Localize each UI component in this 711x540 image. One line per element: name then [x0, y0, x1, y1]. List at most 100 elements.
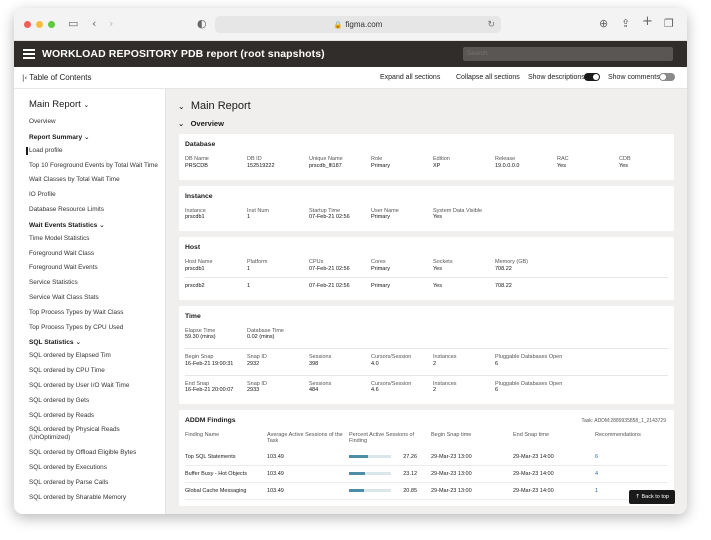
snap-field-label: Pluggable Databases Open — [495, 354, 563, 360]
finding-name[interactable]: Global Cache Messaging — [185, 488, 247, 494]
host-cell: Primary — [371, 282, 390, 289]
sidebar-main-label: Main Report — [29, 99, 81, 110]
sidebar-toggle-icon[interactable]: ▭ — [68, 17, 79, 30]
host-cell: 07-Feb-21 02:56 — [309, 282, 350, 289]
toc-header[interactable]: |‹ Table of Contents — [22, 73, 92, 82]
chevron-down-icon: ⌄ — [178, 119, 185, 128]
snap-field: Sessions 398 — [309, 354, 371, 368]
sidebar-item[interactable]: Time Model Statistics — [29, 234, 90, 242]
addm-finding-row[interactable]: Top SQL Statements 103.49 27.26 29-Mar-23 1… — [185, 449, 668, 466]
sidebar-section-wait-events[interactable]: Wait Events Statistics ⌄ — [29, 221, 165, 229]
sidebar-item[interactable]: SQL ordered by User I/O Wait Time — [29, 381, 130, 389]
sidebar-item[interactable]: Service Wait Class Stats — [29, 293, 99, 301]
collapse-all-button[interactable]: Collapse all sections — [456, 74, 520, 81]
host-row: prscdb2 1 07-Feb-21 02:56 Primary Yes 708.22 — [185, 283, 668, 290]
sidebar-item[interactable]: Top 10 Foreground Events by Total Wait T… — [29, 161, 158, 169]
host-cell: prscdb2 — [185, 282, 205, 289]
recommendations-link[interactable]: 1 — [595, 488, 599, 494]
close-window-button[interactable] — [24, 21, 31, 28]
sidebar-item[interactable]: SQL ordered by Reads — [29, 411, 95, 419]
host-column-header: Cores — [371, 259, 386, 265]
finding-begin: 29-Mar-23 13:00 — [431, 454, 472, 460]
snap-field-label: Instances — [433, 354, 457, 360]
sidebar-item-overview[interactable]: Overview — [29, 118, 56, 125]
collapse-toc-icon[interactable]: |‹ — [22, 74, 28, 82]
percent-value: 23.12 — [403, 471, 417, 477]
field-value: Yes — [619, 162, 628, 169]
host-cell: 1 — [247, 282, 251, 289]
sidebar-item[interactable]: Service Statistics — [29, 279, 78, 287]
sidebar-item[interactable]: Foreground Wait Class — [29, 249, 95, 257]
sidebar-item[interactable]: Wait Classes by Total Wait Time — [29, 176, 120, 184]
sidebar-item[interactable]: SQL ordered by Sharable Memory — [29, 493, 127, 501]
finding-end: 29-Mar-23 14:00 — [513, 471, 554, 477]
back-to-top-button[interactable]: ↑ Back to top — [629, 490, 675, 504]
sidebar-item[interactable]: SQL ordered by Elapsed Tim — [29, 352, 111, 360]
sidebar-item[interactable]: SQL ordered by Gets — [29, 396, 90, 404]
finding-percent: 23.12 — [349, 471, 431, 477]
divider — [185, 374, 668, 376]
tab-overview-icon[interactable]: ❐ — [664, 17, 674, 30]
show-comments-toggle[interactable] — [659, 73, 675, 81]
minimize-window-button[interactable] — [36, 21, 43, 28]
snap-field-value: 2 — [433, 387, 437, 393]
overview-heading[interactable]: ⌄ Overview — [178, 119, 677, 128]
sidebar-item[interactable]: SQL ordered by Parse Calls — [29, 478, 109, 486]
sidebar-item[interactable]: IO Profile — [29, 191, 56, 199]
field-value: Yes — [433, 214, 442, 220]
sidebar-item[interactable]: SQL ordered by Executions — [29, 463, 107, 471]
sidebar-item[interactable]: Top Process Types by Wait Class — [29, 308, 124, 316]
field: Release 19.0.0.0.0 — [495, 156, 557, 170]
reload-icon[interactable]: ↻ — [487, 19, 495, 29]
field-label: Startup Time — [309, 207, 341, 214]
section-label: Report Summary — [29, 133, 83, 141]
expand-all-button[interactable]: Expand all sections — [380, 74, 441, 81]
snap-field-label: Instances — [433, 380, 457, 387]
zoom-window-button[interactable] — [48, 21, 55, 28]
report-toolbar: |‹ Table of Contents Expand all sections… — [14, 67, 687, 89]
finding-name[interactable]: Buffer Busy - Hot Objects — [185, 471, 247, 477]
forward-icon[interactable]: › — [109, 17, 114, 30]
field-label: DB Name — [185, 156, 209, 162]
field-value: Primary — [371, 214, 390, 220]
new-tab-icon[interactable]: + — [642, 14, 653, 29]
sidebar-item[interactable]: Load profile — [26, 146, 165, 155]
field-label: DB ID — [247, 156, 262, 162]
show-descriptions-label: Show descriptions — [528, 74, 585, 81]
sidebar-item[interactable]: Database Resource Limits — [29, 205, 104, 213]
host-column-header: Memory (GB) — [495, 259, 528, 265]
address-bar[interactable]: 🔒 figma.com ↻ — [215, 16, 501, 33]
host-row: prscdb1 1 07-Feb-21 02:56 Primary Yes 708.22 — [185, 266, 668, 273]
finding-name[interactable]: Top SQL Statements — [185, 454, 236, 460]
search-input[interactable] — [463, 47, 673, 61]
sidebar-item[interactable]: SQL ordered by Physical Reads (UnOptimiz… — [29, 426, 120, 442]
share-icon[interactable]: ⇪ — [621, 17, 631, 30]
recommendations-link[interactable]: 6 — [595, 454, 599, 460]
host-header-row: Host Name Platform CPUs Cores Sockets Memory … — [185, 259, 668, 266]
recommendations-link[interactable]: 4 — [595, 471, 599, 477]
section-label: SQL Statistics — [29, 339, 74, 347]
addm-column-header: Average Active Sessions of the Task — [267, 432, 343, 444]
sidebar-section-sql-statistics[interactable]: SQL Statistics ⌄ — [29, 338, 165, 346]
sidebar-item[interactable]: Top Process Types by CPU Used — [29, 323, 124, 331]
sidebar-section-report-summary[interactable]: Report Summary ⌄ — [29, 133, 165, 141]
addm-card: ADDM Findings Task: ADDM:2889935858_1_21… — [179, 410, 674, 506]
app-title: WORKLOAD REPOSITORY PDB report (root sna… — [42, 48, 325, 60]
field: Unique Name prscdb_lfi187 — [309, 156, 371, 170]
download-icon[interactable]: ⊕ — [599, 17, 609, 30]
sidebar-main-report[interactable]: Main Report ⌄ — [29, 99, 165, 110]
field-value: 07-Feb-21 02:56 — [309, 214, 350, 220]
main-report-title: Main Report — [190, 100, 251, 112]
addm-finding-row[interactable]: Buffer Busy - Hot Objects 103.49 23.12 29-M… — [185, 466, 668, 483]
back-icon[interactable]: ‹ — [92, 17, 97, 30]
host-column-header: Host Name — [185, 259, 213, 265]
menu-icon[interactable] — [23, 49, 35, 61]
sidebar-item[interactable]: SQL ordered by Offload Eligible Bytes — [29, 449, 137, 457]
show-descriptions-toggle[interactable] — [584, 73, 600, 81]
main-report-heading[interactable]: ⌄ Main Report — [178, 100, 677, 112]
sidebar-item[interactable]: SQL ordered by CPU Time — [29, 367, 105, 375]
addm-finding-row[interactable]: Global Cache Messaging 103.49 20.85 29-Mar-… — [185, 483, 668, 500]
shield-icon[interactable]: ◐ — [197, 17, 207, 30]
percent-bar — [349, 489, 391, 493]
sidebar-item[interactable]: Foreground Wait Events — [29, 264, 98, 272]
